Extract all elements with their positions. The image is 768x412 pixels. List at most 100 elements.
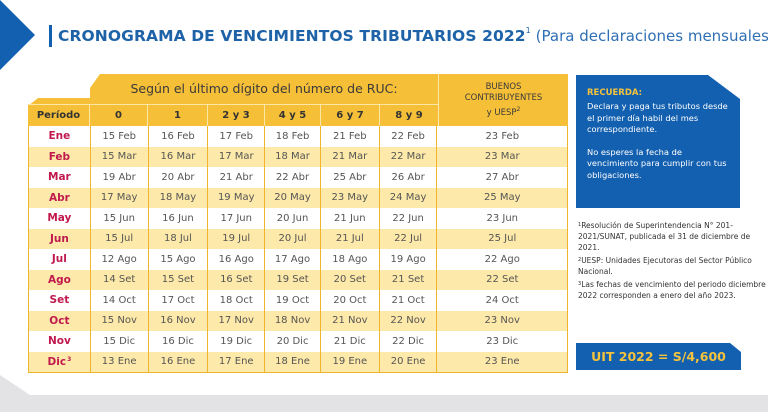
date-cell: 20 May	[265, 187, 321, 208]
column-header-8y9: 8 y 9	[395, 110, 423, 121]
buenos-contribuyentes-header: BUENOS CONTRIBUYENTES y UESP2	[438, 74, 568, 126]
date-cell: 20 Ene	[380, 351, 438, 372]
date-cell: 16 Feb	[149, 126, 209, 147]
date-cell: 18 Oct	[208, 290, 266, 311]
uit-badge: UIT 2022 = S/4,600	[576, 343, 741, 370]
date-cell: 19 Set	[265, 269, 321, 290]
date-cell: 21 Jul	[321, 228, 380, 249]
date-cell: 14 Oct	[91, 290, 149, 311]
date-cell: 15 Dic	[91, 331, 149, 352]
date-cell-buenos: 27 Abr	[485, 171, 519, 183]
table-row: Dic 3 13 Ene 16 Ene 17 Ene 18 Ene 19 Ene …	[29, 351, 567, 372]
date-cell: 17 Feb	[208, 126, 266, 147]
date-cell: 25 Abr	[321, 167, 380, 188]
date-cell: 22 Nov	[380, 310, 438, 331]
date-cell: 18 May	[149, 187, 209, 208]
date-cell: 15 Feb	[91, 126, 149, 147]
period-cell: Nov	[29, 331, 91, 352]
date-cell-buenos: 23 Jun	[486, 212, 518, 224]
date-cell: 21 Feb	[321, 126, 380, 147]
date-cell-buenos: 22 Ago	[484, 253, 520, 265]
date-cell: 18 Nov	[265, 310, 321, 331]
footnotes: 1Resolución de Superintendencia N° 201-2…	[578, 220, 766, 303]
table-row: Abr 17 May 18 May 19 May 20 May 23 May 2…	[29, 187, 567, 208]
date-cell: 17 Ago	[265, 249, 321, 270]
column-header-periodo: Período	[28, 105, 90, 126]
date-cell-buenos: 23 Nov	[484, 315, 520, 327]
table-row: Feb 15 Mar 16 Mar 17 Mar 18 Mar 21 Mar 2…	[29, 146, 567, 167]
date-cell: 22 Abr	[265, 167, 321, 188]
page-title: CRONOGRAMA DE VENCIMIENTOS TRIBUTARIOS 2…	[58, 26, 768, 45]
period-cell: Feb	[29, 146, 91, 167]
column-header-2y3: 2 y 3	[208, 105, 265, 126]
date-cell: 15 Set	[149, 269, 209, 290]
date-cell: 19 Jul	[208, 228, 266, 249]
date-cell: 21 Nov	[321, 310, 380, 331]
date-cell: 16 Jun	[149, 208, 209, 229]
title-footnote-mark: 1	[525, 26, 531, 35]
footnote-1: 1Resolución de Superintendencia N° 201-2…	[578, 221, 751, 252]
date-cell: 21 Set	[380, 269, 438, 290]
title-main: CRONOGRAMA DE VENCIMIENTOS TRIBUTARIOS 2…	[58, 27, 526, 45]
date-cell: 22 Jun	[380, 208, 438, 229]
buenos-footnote-mark: 2	[516, 105, 521, 113]
footnote-2: 2UESP: Unidades Ejecutoras del Sector Pú…	[578, 256, 752, 276]
date-cell-buenos: 23 Ene	[484, 356, 520, 368]
date-cell: 16 Dic	[149, 331, 209, 352]
ruc-group-header-label: Según el último dígito del número de RUC…	[130, 81, 398, 96]
date-cell: 14 Set	[91, 269, 149, 290]
table-row: Set 14 Oct 17 Oct 18 Oct 19 Oct 20 Oct 2…	[29, 290, 567, 311]
date-cell: 19 Ene	[321, 351, 380, 372]
date-cell: 19 Oct	[265, 290, 321, 311]
date-cell: 17 Mar	[208, 146, 266, 167]
period-cell: Abr	[29, 187, 91, 208]
ruc-group-header: Según el último dígito del número de RUC…	[90, 74, 438, 104]
date-cell: 20 Set	[321, 269, 380, 290]
date-cell: 15 Mar	[91, 146, 149, 167]
reminder-title: RECUERDA:	[587, 88, 643, 98]
date-cell: 21 Oct	[380, 290, 438, 311]
period-cell: Set	[29, 290, 91, 311]
title-accent-bar	[49, 25, 52, 47]
date-cell: 22 Dic	[380, 331, 438, 352]
date-cell: 21 Dic	[321, 331, 380, 352]
date-cell: 20 Abr	[149, 167, 209, 188]
date-cell: 22 Feb	[380, 126, 438, 147]
date-cell-buenos: 25 May	[483, 192, 521, 204]
date-cell: 19 Abr	[91, 167, 149, 188]
date-cell: 21 Abr	[208, 167, 266, 188]
period-cell: Jul	[29, 249, 91, 270]
date-cell: 18 Feb	[265, 126, 321, 147]
date-cell: 18 Jul	[149, 228, 209, 249]
date-cell: 12 Ago	[91, 249, 149, 270]
date-cell: 16 Nov	[149, 310, 209, 331]
reminder-box: RECUERDA: Declara y paga tus tributos de…	[576, 75, 740, 208]
bottom-band-decoration	[0, 395, 768, 412]
date-cell: 20 Dic	[265, 331, 321, 352]
date-cell: 13 Ene	[91, 351, 149, 372]
date-cell: 20 Jul	[265, 228, 321, 249]
date-cell-buenos: 24 Oct	[485, 294, 519, 306]
date-cell-buenos: 22 Set	[486, 274, 519, 286]
column-header-0: 0	[90, 105, 148, 126]
table-row: Oct 15 Nov 16 Nov 17 Nov 18 Nov 21 Nov 2…	[29, 310, 567, 331]
date-cell: 26 Abr	[380, 167, 438, 188]
date-cell: 19 Dic	[208, 331, 266, 352]
table-row: Jun 15 Jul 18 Jul 19 Jul 20 Jul 21 Jul 2…	[29, 228, 567, 249]
reminder-text-1: Declara y paga tus tributos desde el pri…	[587, 101, 728, 134]
table-row: Jul 12 Ago 15 Ago 16 Ago 17 Ago 18 Ago 1…	[29, 249, 567, 270]
date-cell: 15 Nov	[91, 310, 149, 331]
date-cell: 23 May	[321, 187, 380, 208]
title-subtitle: (Para declaraciones mensuales)	[535, 27, 768, 45]
period-cell: Ene	[29, 126, 91, 147]
date-cell: 20 Jun	[265, 208, 321, 229]
date-cell: 22 Jul	[380, 228, 438, 249]
date-cell: 17 Ene	[208, 351, 266, 372]
date-cell-buenos: 23 Mar	[484, 151, 520, 163]
date-cell: 16 Ago	[208, 249, 266, 270]
header-notch-decoration	[28, 98, 90, 106]
date-cell: 22 Mar	[380, 146, 438, 167]
date-cell: 21 Jun	[321, 208, 380, 229]
date-cell: 24 May	[380, 187, 438, 208]
footnote-mark: 3	[67, 356, 72, 364]
